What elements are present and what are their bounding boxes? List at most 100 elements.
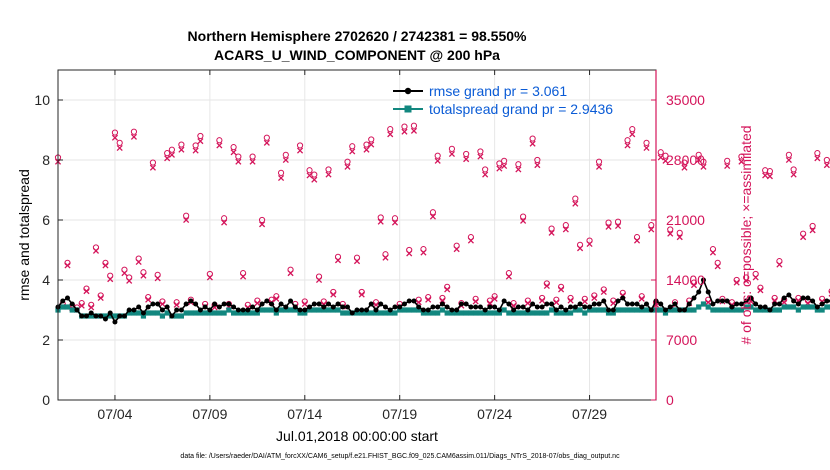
totalspread-point (354, 310, 360, 316)
rmse-point (520, 304, 526, 310)
obs-assimilated-stroke (477, 153, 484, 160)
totalspread-point (662, 310, 669, 316)
y-tick-label: 2 (42, 332, 50, 348)
totalspread-point (610, 310, 616, 316)
totalspread-point (273, 310, 279, 316)
rmse-point (340, 304, 346, 310)
obs-assimilated-stroke (344, 163, 351, 170)
obs-assimilated-point (477, 153, 484, 160)
rmse-point (107, 310, 113, 316)
totalspread-point (781, 304, 787, 310)
rmse-point (188, 298, 194, 304)
rmse-point (568, 304, 574, 310)
obs-assimilated-point (164, 155, 171, 162)
obs-assimilated-stroke (595, 163, 603, 170)
obs-assimilated-stroke (107, 276, 114, 283)
obs-assimilated-point (743, 277, 750, 284)
rmse-point (112, 319, 118, 325)
obs-assimilated-stroke (681, 164, 688, 171)
obs-possible-point (183, 212, 190, 219)
obs-assimilated-stroke (482, 171, 489, 178)
rmse-point (662, 307, 668, 313)
rmse-point (74, 307, 80, 313)
totalspread-point (311, 307, 317, 313)
rmse-point (245, 307, 251, 313)
obs-assimilated-point (638, 295, 645, 302)
y-tick-label: 10 (34, 92, 50, 108)
rmse-point (449, 307, 455, 313)
totalspread-point (734, 307, 740, 313)
rmse-point (292, 304, 298, 310)
obs-assimilated-point (368, 141, 375, 148)
totalspread-point (700, 301, 707, 307)
rmse-point (814, 304, 820, 310)
obs-assimilated-stroke (762, 172, 769, 179)
obs-assimilated-point (387, 131, 394, 138)
obs-assimilated-point (149, 164, 156, 171)
obs-assimilated-stroke (610, 300, 617, 307)
rmse-point (805, 295, 811, 301)
obs-possible-point (814, 150, 821, 157)
rmse-point (397, 304, 403, 310)
rmse-point (762, 304, 768, 310)
obs-assimilated-point (406, 250, 413, 257)
obs-possible-point (681, 159, 688, 166)
obs-assimilated-stroke (206, 274, 213, 281)
totalspread-point (762, 307, 768, 313)
obs-assimilated-point (496, 165, 503, 172)
totalspread-point (539, 310, 545, 316)
obs-assimilated-point (553, 299, 560, 306)
totalspread-point (454, 310, 460, 316)
obs-possible-point (277, 169, 285, 176)
totalspread-point (164, 310, 170, 316)
obs-assimilated-stroke (700, 163, 707, 170)
totalspread-point (425, 310, 431, 316)
x-tick-label: 07/24 (477, 406, 512, 422)
rmse-point (387, 307, 393, 313)
obs-assimilated-point (766, 173, 773, 180)
obs-assimilated-point (382, 254, 389, 261)
totalspread-point (591, 307, 597, 313)
obs-assimilated-point (733, 279, 740, 286)
obs-possible-point (116, 139, 123, 146)
totalspread-point (159, 313, 166, 319)
obs-assimilated-point (662, 157, 669, 164)
rmse-point (776, 301, 782, 307)
obs-possible-point (401, 123, 408, 130)
obs-possible-point (149, 159, 157, 166)
obs-assimilated-point (448, 150, 455, 158)
rmse-point (781, 295, 787, 301)
chart-subtitle: ACARS_U_WIND_COMPONENT @ 200 hPa (214, 47, 500, 63)
obs-assimilated-stroke (714, 263, 721, 270)
obs-assimilated-stroke (301, 300, 308, 308)
obs-possible-point (785, 151, 792, 158)
rmse-point (136, 304, 142, 310)
totalspread-point (325, 307, 332, 313)
obs-assimilated-stroke (453, 246, 460, 253)
obs-assimilated-point (690, 282, 698, 289)
totalspread-point (316, 307, 322, 313)
rmse-point (734, 301, 740, 307)
obs-possible-point (363, 141, 370, 148)
totalspread-point (287, 307, 294, 313)
totalspread-point (634, 307, 640, 313)
obs-assimilated-stroke (425, 296, 432, 303)
rmse-point (473, 304, 479, 310)
rmse-point (696, 289, 702, 295)
obs-assimilated-point (463, 156, 470, 163)
obs-assimilated-stroke (197, 138, 204, 145)
rmse-point (577, 301, 583, 307)
totalspread-point (776, 307, 782, 313)
obs-assimilated-point (643, 144, 650, 152)
rmse-point (183, 301, 189, 307)
totalspread-point (482, 310, 488, 316)
totalspread-point (691, 307, 697, 313)
obs-possible-point (368, 136, 375, 143)
rmse-point (539, 304, 545, 310)
rmse-point (572, 304, 578, 310)
obs-possible-point (178, 141, 185, 148)
obs-assimilated-stroke (149, 164, 156, 171)
obs-assimilated-stroke (358, 291, 365, 298)
obs-possible-point (790, 166, 797, 173)
obs-assimilated-stroke (126, 277, 133, 284)
